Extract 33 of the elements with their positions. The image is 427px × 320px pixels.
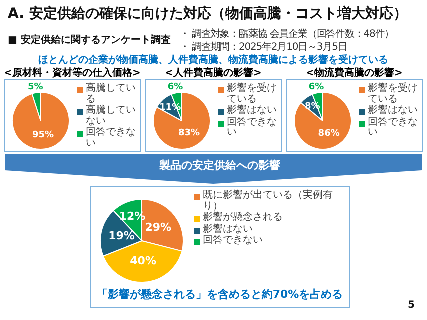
text: ほとんどの企業が物価高騰、人件費高騰、物流費高騰による影響を受けている	[38, 53, 390, 67]
text: ・ 調査期間：2025年2月10日～3月5日	[180, 40, 348, 54]
data-label: 5%	[28, 82, 44, 92]
text: 「影響が懸念される」を含めると約70%を占める	[96, 287, 344, 302]
data-label: 29%	[145, 221, 172, 234]
data-label: 40%	[130, 254, 156, 268]
legend-label: 影響が懸念される	[203, 212, 283, 224]
legend-label: 回答できない	[227, 116, 278, 138]
text: ・ 調査対象：臨薬協 会員企業（回答件数：48件）	[180, 28, 394, 41]
text: ■ 安定供給に関するアンケート調査	[8, 33, 171, 47]
chart-title: <人件費高騰の影響>	[164, 66, 263, 80]
legend-label: 既に影響が出ている（実例有り）	[203, 190, 334, 212]
legend-label: 高騰していない	[86, 105, 137, 127]
legend-label: 影響はない	[368, 105, 418, 116]
data-label: 95%	[32, 130, 54, 140]
text: A. 安定供給の確保に向けた対応（物価高騰・コスト増大対応）	[8, 5, 408, 23]
legend-label: 影響を受けている	[368, 83, 419, 104]
legend-label: 影響はない	[227, 105, 277, 116]
legend-label: 回答できない	[368, 116, 419, 138]
legend-label: 回答できない	[203, 235, 263, 246]
data-label: 19%	[108, 229, 135, 242]
chart-title: <物流費高騰の影響>	[305, 66, 404, 80]
legend-label: 影響を受けている	[227, 83, 278, 104]
data-label: 83%	[178, 128, 200, 139]
legend-label: 回答できない	[86, 127, 137, 149]
text: 5	[408, 300, 415, 311]
chart-title: 製品の安定供給への影響	[158, 158, 282, 173]
legend-label: 高騰している	[86, 83, 137, 104]
data-label: 6%	[168, 82, 184, 92]
data-label: 6%	[308, 82, 324, 92]
chart-title: <原材料・資材等の仕入価格>	[4, 66, 141, 80]
data-label: 86%	[318, 129, 340, 140]
legend-label: 影響はない	[203, 224, 253, 235]
